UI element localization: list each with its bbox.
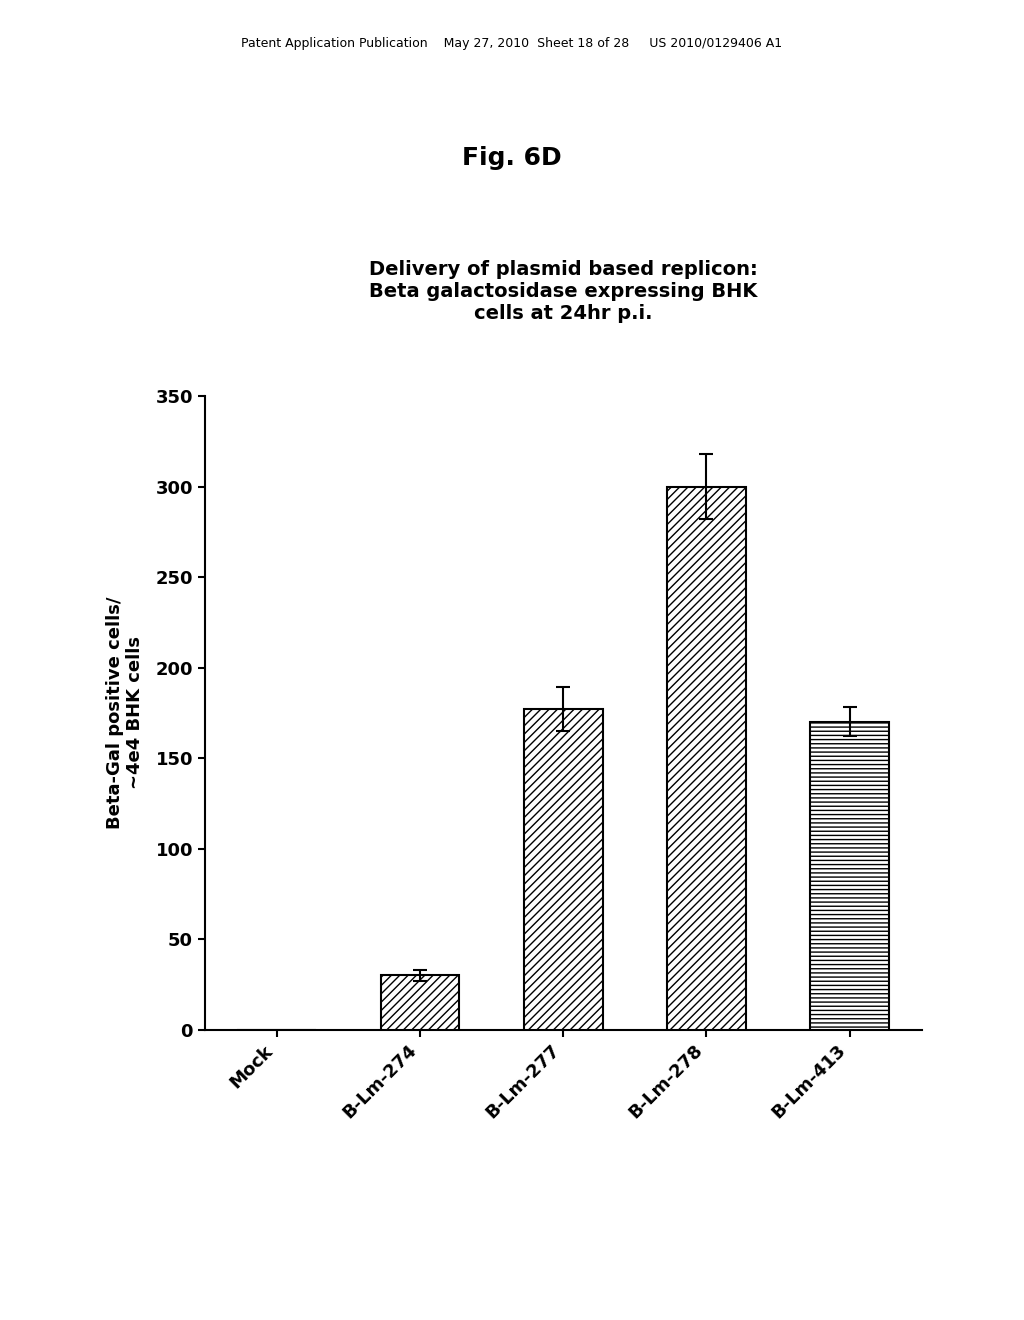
Bar (524, 709, 602, 1030)
Y-axis label: Beta-Gal positive cells/
~4e4 BHK cells: Beta-Gal positive cells/ ~4e4 BHK cells (105, 597, 144, 829)
Text: Fig. 6D: Fig. 6D (462, 147, 562, 170)
Text: Delivery of plasmid based replicon:
Beta galactosidase expressing BHK
cells at 2: Delivery of plasmid based replicon: Beta… (369, 260, 758, 323)
Bar (667, 487, 745, 1030)
Text: Patent Application Publication    May 27, 2010  Sheet 18 of 28     US 2010/01294: Patent Application Publication May 27, 2… (242, 37, 782, 50)
Bar (810, 722, 889, 1030)
Bar (381, 975, 460, 1030)
